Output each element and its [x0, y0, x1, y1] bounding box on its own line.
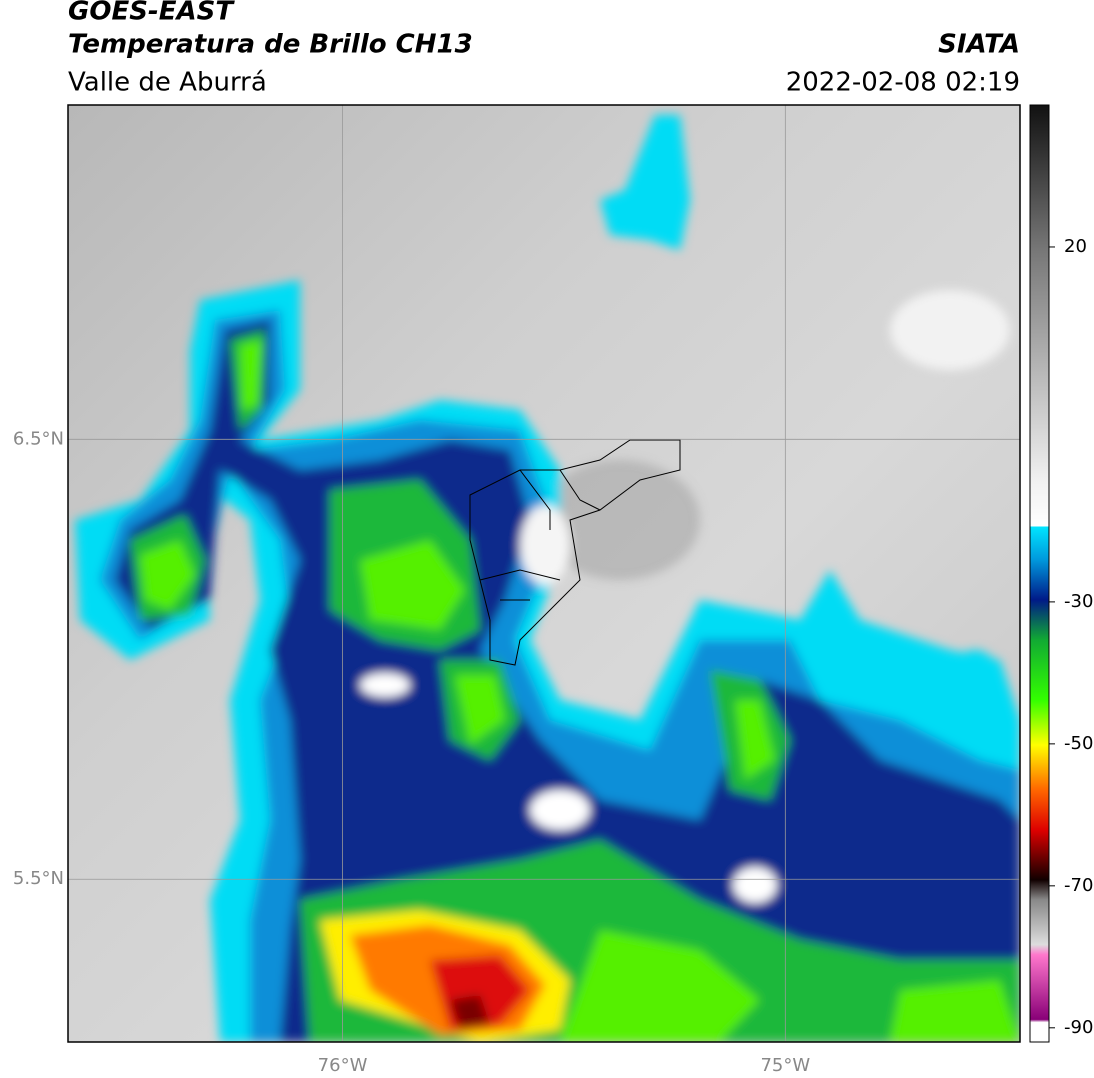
map-frame [67, 104, 1021, 1043]
colorbar-tick-label: 20 [1064, 236, 1087, 257]
lat-tick-label: 6.5°N [13, 428, 64, 449]
municipal-boundaries [469, 439, 681, 666]
title: GOES-EAST [68, 0, 235, 27]
source: SIATA [938, 30, 1020, 60]
colorbar-tick-label: -70 [1064, 875, 1093, 896]
lat-tick-label: 5.5°N [13, 868, 64, 889]
colorbar [1029, 104, 1050, 1043]
colorbar-tick-label: -50 [1064, 733, 1093, 754]
map-grid [68, 105, 1020, 1042]
subtitle: Temperatura de Brillo CH13 [68, 30, 473, 60]
timestamp: 2022-02-08 02:19 [786, 68, 1020, 98]
colorbar-tick-label: -30 [1064, 591, 1093, 612]
lon-tick-label: 76°W [318, 1055, 368, 1076]
region: Valle de Aburrá [68, 68, 267, 98]
satellite-image [68, 105, 1020, 1042]
colorbar-tick-label: -90 [1064, 1017, 1093, 1038]
lon-tick-label: 75°W [760, 1055, 810, 1076]
